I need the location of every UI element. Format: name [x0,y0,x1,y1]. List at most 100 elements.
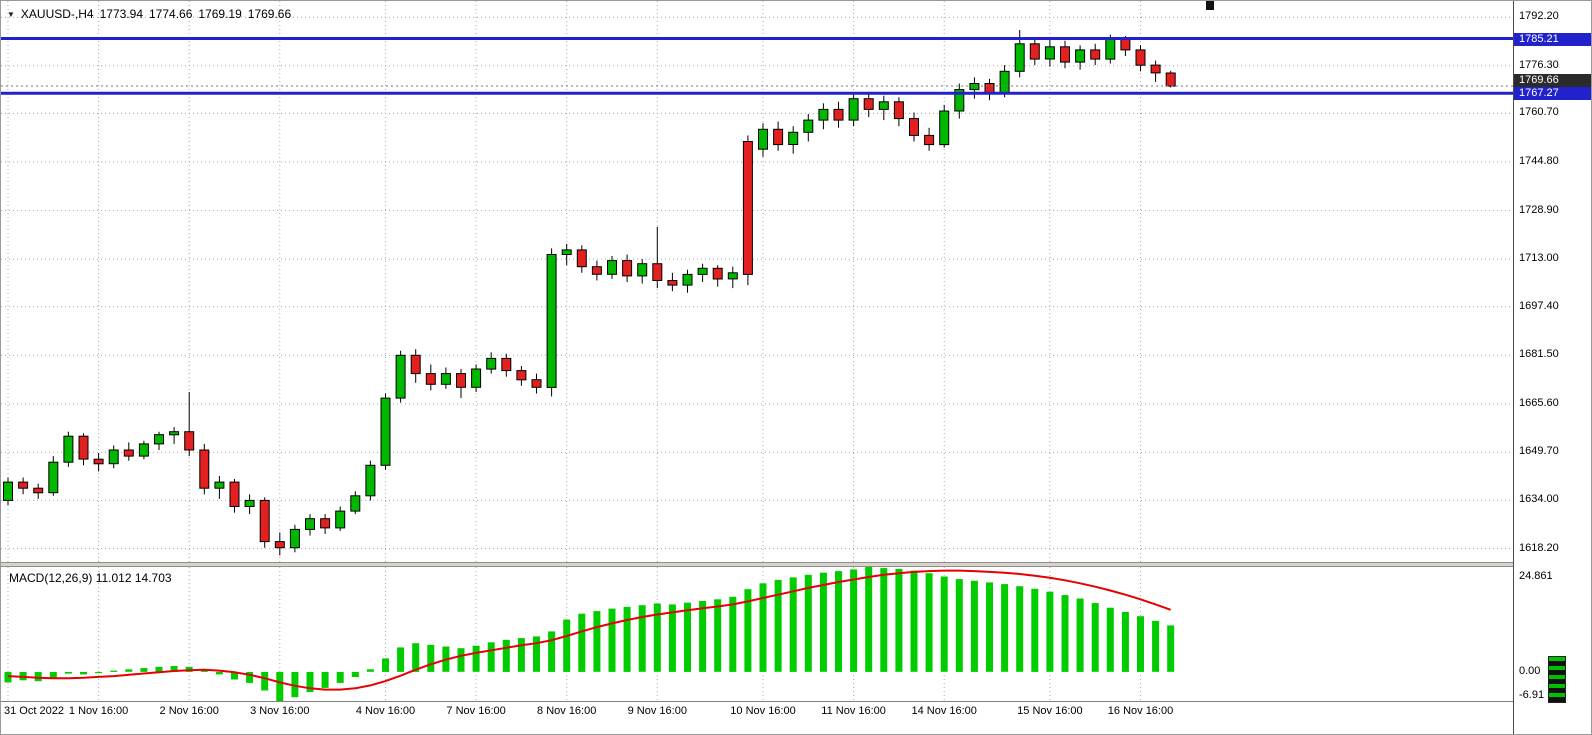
candle-body [742,141,753,275]
macd-indicator-label: MACD(12,26,9) 11.012 14.703 [9,571,172,585]
candle-body [259,499,270,543]
macd-bar [1001,584,1009,672]
candle-body [1029,43,1040,60]
time-axis-label: 3 Nov 16:00 [250,705,310,717]
macd-bar [110,670,118,672]
candle-body [954,89,965,112]
macd-bar [744,589,752,672]
macd-bar [215,671,223,675]
price-levels[interactable] [1,37,1513,95]
macd-bar [246,671,254,683]
candle-body [893,101,904,120]
macd-signal-line [7,569,1172,691]
candle-body [984,83,995,94]
candle-body [365,464,376,497]
price-tick-label: 1634.00 [1519,493,1559,505]
macd-tick-label: -6.91 [1519,689,1545,701]
time-axis-label: 14 Nov 16:00 [911,705,977,717]
candle-body [1105,38,1116,60]
time-axis-label: 9 Nov 16:00 [627,705,687,717]
macd-bar [970,580,978,672]
macd-bar [502,639,510,672]
price-axis[interactable]: 1792.20 1776.30 1760.70 1744.80 1728.90 1713.… [1513,1,1591,734]
macd-chart-canvas[interactable] [1,567,1513,701]
candle-body [380,397,391,466]
candle-body [637,263,648,277]
time-axis-label: 4 Nov 16:00 [355,705,416,717]
macd-bar [261,671,269,691]
candle-body [999,70,1010,94]
price-tick-label: 1618.20 [1519,542,1559,554]
candle-body [335,510,346,529]
panel-splitter[interactable] [1,562,1591,567]
candle-body [229,481,240,508]
macd-bar [819,572,827,672]
price-tick-label: 1728.90 [1519,204,1559,216]
gridlines [1,1,1513,563]
macd-bar [366,669,374,672]
macd-bar [729,596,737,672]
price-tick-label: 1697.40 [1519,300,1559,312]
macd-bar [351,671,359,677]
macd-bar [653,603,661,672]
candle-body [909,118,919,136]
candle-body [305,518,315,530]
macd-bar [321,671,329,688]
macd-tick-label: 24.861 [1519,570,1553,582]
candle-body [1075,49,1086,63]
candle-body [108,449,119,465]
candle-body [1135,49,1146,66]
macd-bar [638,605,646,672]
candle-body [63,435,74,463]
macd-bar [759,583,767,672]
candle-body [1044,46,1055,60]
candle-body [199,449,210,489]
macd-bar [865,567,873,672]
time-axis-label: 11 Nov 16:00 [821,705,886,717]
macd-bar [140,668,148,672]
symbol-period-label: XAUUSD-,H4 [20,7,94,21]
macd-bar [593,611,601,672]
macd-bar [382,658,389,672]
macd-bar [548,631,556,672]
time-axis-label: 7 Nov 16:00 [446,705,506,717]
candle-body [456,373,466,388]
time-axis-label: 1 Nov 16:00 [68,705,129,717]
macd-bar [895,568,903,672]
macd-bar [155,666,163,672]
candle-body [1150,64,1161,74]
candle-body [48,461,59,494]
candle-body [123,449,134,457]
macd-bar [880,568,888,672]
candle-body [1120,38,1131,51]
candle-body [516,370,527,381]
macd-bar [563,619,571,672]
macd-bar [200,670,208,672]
time-axis-label: 16 Nov 16:00 [1107,705,1174,717]
macd-bar [1121,612,1129,672]
time-axis-label: 10 Nov 16:00 [730,705,796,717]
candle-body [154,434,164,445]
macd-bar [4,671,12,683]
candle-body [667,280,678,286]
candle-body [712,267,723,280]
main-chart-canvas[interactable] [1,1,1513,563]
macd-bar [276,671,284,701]
time-axis[interactable]: 31 Oct 2022 1 Nov 16:00 2 Nov 16:00 3 Nov 1… [1,701,1591,734]
macd-bar [80,671,87,675]
candle-body [591,266,602,275]
candle-body [758,128,768,150]
ohlc-high-value: 1774.66 [149,7,193,21]
price-tick-label: 1760.70 [1519,106,1559,118]
macd-tick-label: 0.00 [1519,665,1541,677]
candle-body [727,272,738,280]
ohlc-close-value: 1769.66 [247,7,292,21]
one-click-panel-toggle-icon[interactable]: ▼ [7,9,15,19]
candle-body [350,495,361,512]
macd-bar [940,576,948,672]
macd-bar [1152,620,1160,672]
time-axis-label: 15 Nov 16:00 [1017,705,1083,717]
macd-bar [125,669,133,672]
candle-body [531,379,542,388]
time-axis-label: 8 Nov 16:00 [537,705,597,717]
